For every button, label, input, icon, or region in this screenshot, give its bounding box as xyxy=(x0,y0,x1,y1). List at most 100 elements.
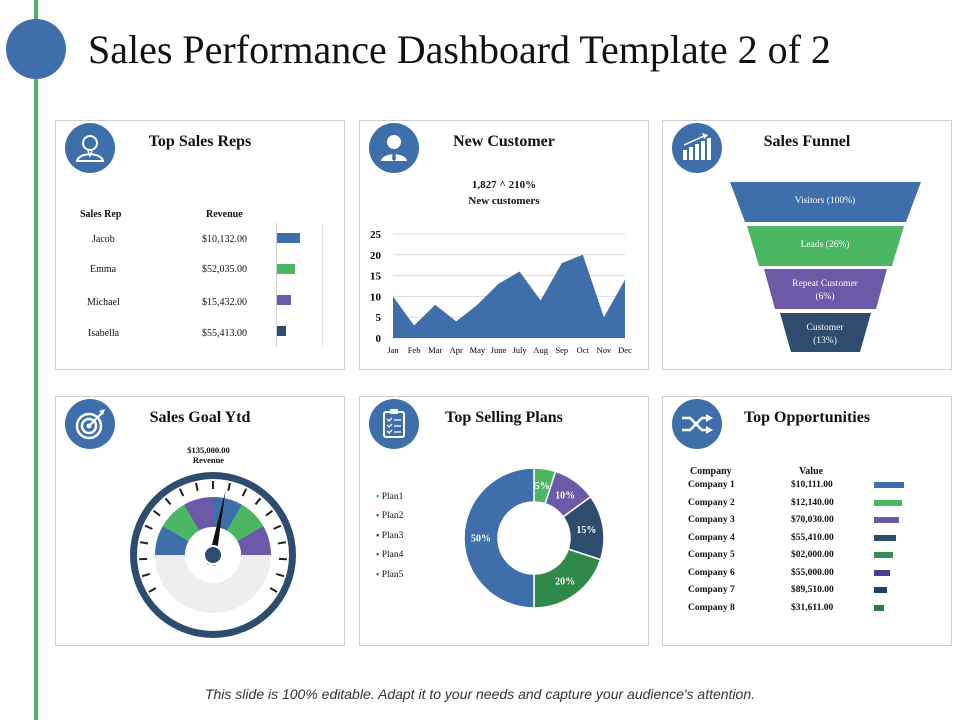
bar-axis xyxy=(276,223,277,347)
slice-label: 50% xyxy=(471,534,491,545)
rep-name: Michael xyxy=(87,297,120,308)
gauge-pivot xyxy=(203,545,223,565)
top-selling-plans-panel: Top Selling Plans ▪ Plan1 ▪ Plan2 ▪ Plan… xyxy=(359,396,649,646)
legend-item: ▪ Plan5 xyxy=(376,570,404,580)
funnel-stage xyxy=(764,269,887,309)
rep-name: Jacob xyxy=(92,234,115,245)
legend-item: ▪ Plan4 xyxy=(376,550,404,560)
company-value: $02,000.00 xyxy=(791,550,834,560)
rep-bar xyxy=(277,264,296,274)
company-bar xyxy=(874,482,904,488)
new-customer-area-chart: 0 5 10 15 20 25 Jan Feb Mar Apr May June July Aug Sep O… xyxy=(370,229,632,355)
company-bar xyxy=(874,517,899,523)
company-value: $89,510.00 xyxy=(791,585,834,595)
gauge-tick xyxy=(277,541,287,545)
x-tick-label: May xyxy=(470,345,486,355)
shuffle-arrows-icon xyxy=(672,399,722,449)
funnel-stage-label: (13%) xyxy=(813,335,837,346)
top-sales-reps-panel: Top Sales Reps Sales Rep Revenue Jacob $… xyxy=(55,120,345,370)
gauge-segment xyxy=(227,504,264,541)
donut-slice xyxy=(463,467,535,609)
rep-name: Isabella xyxy=(88,328,120,339)
slice-label: 15% xyxy=(576,525,596,536)
gauge-segment xyxy=(237,526,271,555)
plans-donut-chart: 5% 10% 15% 20% 50% xyxy=(463,467,605,609)
target-icon xyxy=(65,399,115,449)
slice-label: 10% xyxy=(555,491,575,502)
panel-title: Sales Goal Ytd xyxy=(149,409,251,426)
funnel-stage-label: Repeat Customer xyxy=(792,279,859,289)
x-tick-label: July xyxy=(512,345,527,355)
gauge-tick xyxy=(148,587,157,593)
gauge-tick xyxy=(164,497,172,506)
legend-item: ▪ Plan3 xyxy=(376,531,404,541)
funnel-stage xyxy=(747,226,904,266)
funnel-stage-label: (6%) xyxy=(816,291,835,302)
gauge-tick xyxy=(227,482,232,492)
gauge-tick xyxy=(141,572,151,578)
bar-chart-growth-icon xyxy=(672,123,722,173)
funnel-stage-label: Leads (26%) xyxy=(801,239,850,250)
funnel-stage-label: Customer xyxy=(807,323,845,333)
company-bar xyxy=(874,552,893,558)
company-name: Company 6 xyxy=(688,567,735,578)
gauge-tick xyxy=(144,524,153,530)
col-header-rep: Sales Rep xyxy=(80,209,122,220)
sales-funnel-panel: Sales Funnel Visitors (100%) Leads (26%)… xyxy=(662,120,952,370)
funnel-stage-label: Visitors (100%) xyxy=(795,195,855,206)
y-tick-label: 0 xyxy=(376,333,382,345)
company-name: Company 2 xyxy=(688,497,735,508)
company-value: $12,140.00 xyxy=(791,497,834,508)
rep-bar xyxy=(277,326,287,336)
x-tick-label: Dec xyxy=(618,345,632,355)
speedometer-gauge xyxy=(130,472,296,638)
legend-item: ▪ Plan1 xyxy=(376,492,404,502)
gauge-segment xyxy=(184,497,213,531)
company-value: $10,111.00 xyxy=(791,480,833,490)
x-tick-label: Oct xyxy=(577,345,590,355)
y-tick-label: 15 xyxy=(370,271,382,283)
panel-title: Top Sales Reps xyxy=(148,133,252,150)
col-header-revenue: Revenue xyxy=(206,209,243,220)
company-bar xyxy=(874,604,884,611)
funnel-stage xyxy=(730,182,921,222)
company-bar xyxy=(874,587,887,593)
company-name: Company 8 xyxy=(688,602,735,613)
y-tick-label: 25 xyxy=(370,229,382,241)
x-tick-label: Feb xyxy=(408,345,421,355)
goal-amount: $135,000.00 xyxy=(187,445,230,455)
company-bar xyxy=(874,569,890,576)
sales-goal-panel: Sales Goal Ytd $135,000.00 Revenue xyxy=(55,396,345,646)
gauge-tick xyxy=(273,524,282,530)
slice-label: 5% xyxy=(535,481,550,492)
rep-bar xyxy=(277,233,300,243)
company-value: $70,030.00 xyxy=(791,515,834,525)
x-tick-label: Aug xyxy=(533,345,548,355)
gauge-tick xyxy=(269,587,278,593)
accent-line xyxy=(34,0,38,720)
col-header-company: Company xyxy=(690,466,732,477)
rep-name: Emma xyxy=(90,264,117,275)
gauge-tick xyxy=(254,497,262,506)
gauge-segment xyxy=(162,504,199,541)
y-tick-label: 5 xyxy=(376,312,382,324)
x-tick-label: Nov xyxy=(597,345,612,355)
y-tick-label: 20 xyxy=(370,250,382,262)
clipboard-checklist-icon xyxy=(369,399,419,449)
col-header-value: Value xyxy=(799,466,824,477)
rep-revenue: $52,035.00 xyxy=(202,264,247,275)
panel-title: Top Selling Plans xyxy=(445,409,563,426)
x-tick-label: June xyxy=(491,345,507,355)
panel-title: New Customer xyxy=(453,133,555,150)
x-tick-label: Mar xyxy=(428,345,442,355)
company-bar xyxy=(874,499,902,506)
company-value: $31,611.00 xyxy=(791,602,834,613)
funnel-stage xyxy=(780,313,871,352)
rep-revenue: $55,413.00 xyxy=(202,328,247,339)
gauge-tick xyxy=(139,541,149,545)
x-tick-label: Apr xyxy=(450,345,463,355)
company-bar xyxy=(874,534,896,541)
legend-item: ▪ Plan2 xyxy=(376,511,404,521)
area-series xyxy=(393,254,625,338)
businessman-icon xyxy=(369,123,419,173)
